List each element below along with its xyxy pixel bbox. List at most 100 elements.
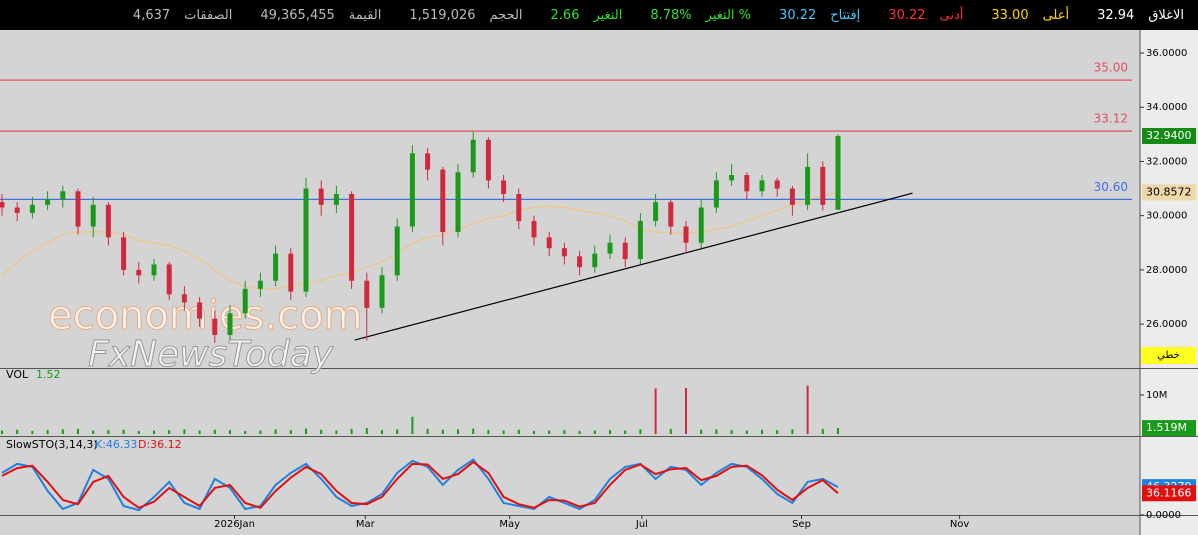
volume-bar (654, 388, 657, 434)
quote-label: الحجم (489, 7, 523, 23)
candle-body (60, 191, 66, 200)
volume-bar (1, 430, 3, 434)
quote-value: 1,519,026 (409, 7, 476, 23)
volume-bar (168, 430, 171, 434)
candle-body (531, 221, 537, 238)
candle-body (820, 166, 826, 205)
quote-value: 32.94 (1097, 7, 1135, 23)
quote-item: التغير 2.66 (537, 8, 637, 23)
quote-label: التغير % (705, 7, 752, 23)
volume-bar (411, 416, 414, 434)
volume-bar (487, 430, 490, 434)
x-tick-label: Nov (950, 519, 970, 530)
volume-bar (122, 429, 125, 434)
volume-bar (609, 430, 611, 434)
quote-value: 4,637 (132, 7, 171, 23)
quote-item: الصفقات 4,637 (119, 8, 246, 23)
price-tag (1142, 420, 1196, 437)
candle-body (713, 180, 719, 208)
candle-body (668, 202, 674, 227)
candle-body (485, 139, 491, 181)
volume-bar (821, 428, 824, 434)
candle-body (577, 256, 583, 268)
volume-bar (46, 430, 49, 434)
level-label: 33.12 (1094, 112, 1128, 126)
y-tick-label: 32.0000 (1146, 156, 1187, 167)
price-tag-label: 30.8572 (1146, 185, 1192, 198)
volume-bar (578, 430, 581, 434)
volume-bar (593, 430, 596, 434)
candle-body (151, 264, 157, 276)
x-tick-label: Sep (792, 519, 811, 530)
price-tag (1142, 127, 1196, 144)
candle-body (379, 275, 385, 308)
quote-value: 49,365,455 (260, 7, 335, 23)
volume-bar (700, 429, 703, 434)
quote-item: أدنى 30.22 (874, 8, 977, 23)
volume-bar (745, 430, 748, 434)
volume-bar (365, 428, 368, 434)
candle-body (789, 188, 795, 205)
candle-body (14, 207, 20, 213)
candle-body (318, 188, 324, 205)
candle-body (455, 172, 461, 232)
candle-body (425, 153, 431, 170)
volume-bar (502, 430, 505, 434)
candle-body (273, 253, 279, 281)
volume-bar (533, 430, 535, 434)
panel-title: VOL (6, 368, 29, 381)
candle-body (835, 135, 841, 210)
level-label: 35.00 (1094, 61, 1128, 75)
candle-body (744, 175, 750, 192)
volume-bar (198, 430, 201, 434)
volume-bar (92, 430, 95, 434)
quote-item: أعلى 33.00 (977, 8, 1083, 23)
price-tag-label: 36.1166 (1146, 486, 1192, 499)
volume-bar (259, 430, 262, 434)
volume-bar (806, 385, 809, 434)
candle-body (516, 193, 522, 222)
candle-body (561, 248, 567, 257)
candle-body (805, 166, 811, 205)
plot-bg (0, 30, 1140, 535)
volume-bar (685, 387, 687, 434)
watermark: economies.com (48, 293, 363, 339)
quote-label: أدنى (939, 7, 964, 23)
candle-body (333, 193, 339, 205)
candle-body (409, 153, 415, 227)
trendline (354, 192, 913, 341)
volume-bar (320, 429, 323, 434)
quote-label: أعلى (1042, 7, 1070, 23)
x-tick-label: 2026Jan (214, 519, 255, 530)
y-tick-label: 30.0000 (1146, 211, 1187, 222)
volume-bar (426, 428, 429, 434)
volume-bar (791, 429, 794, 434)
volume-bar (137, 430, 140, 434)
candle-body (729, 175, 735, 181)
candle-body (242, 288, 248, 314)
volume-bar (213, 429, 216, 434)
candle-body (303, 188, 309, 292)
volume-bar (396, 429, 399, 434)
y-tick-label: 0.0000 (1146, 510, 1181, 521)
quote-label: إفتتاح (830, 7, 861, 23)
volume-bar (305, 428, 307, 434)
candle-body (364, 280, 370, 308)
candle-body (212, 318, 218, 335)
scale-button[interactable]: خطي (1141, 347, 1196, 364)
moving-average (1, 191, 839, 290)
price-tag (1142, 485, 1196, 502)
y-tick-label: 10M (1146, 390, 1167, 401)
y-tick-label: 26.0000 (1146, 319, 1187, 330)
axis-bg (1140, 30, 1198, 535)
quote-label: الصفقات (184, 7, 233, 23)
x-tick-label: Jul (635, 519, 648, 530)
volume-bar (229, 430, 231, 434)
volume-bar (350, 428, 353, 434)
candle-body (121, 237, 127, 270)
candle-body (698, 207, 704, 243)
y-tick-label: 34.0000 (1146, 102, 1187, 113)
quote-value: 30.22 (779, 7, 817, 23)
panel-value: 1.52 (36, 368, 61, 381)
